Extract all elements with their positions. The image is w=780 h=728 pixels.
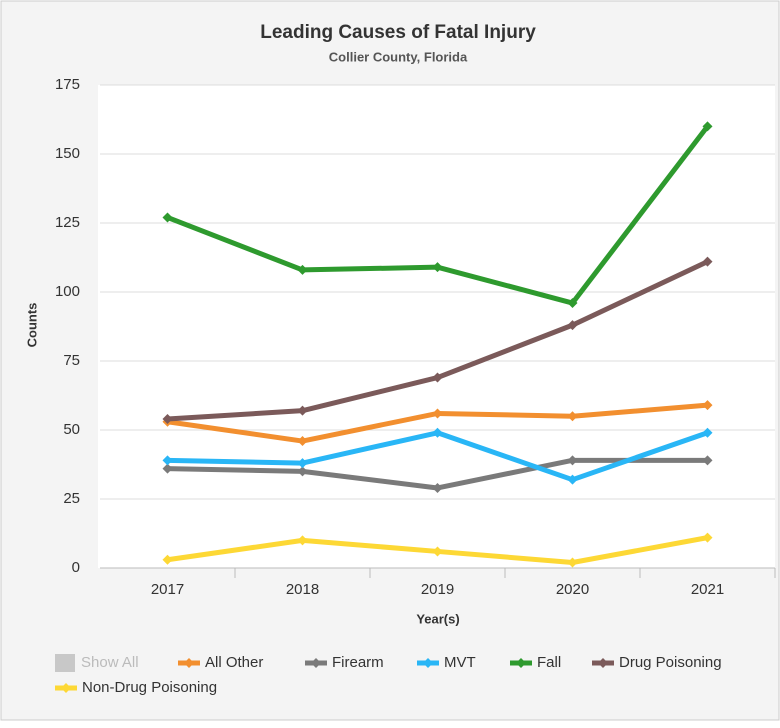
data-point bbox=[162, 554, 173, 565]
data-point bbox=[432, 546, 443, 557]
data-point bbox=[702, 121, 713, 132]
legend-label[interactable]: Show All bbox=[81, 654, 139, 671]
data-point bbox=[702, 532, 713, 543]
data-point bbox=[297, 436, 308, 447]
data-point bbox=[432, 262, 443, 273]
legend-label[interactable]: Drug Poisoning bbox=[619, 654, 722, 671]
legend-marker bbox=[184, 658, 194, 668]
x-tick-label: 2018 bbox=[286, 581, 319, 598]
x-tick-label: 2019 bbox=[421, 581, 454, 598]
chart-subtitle: Collier County, Florida bbox=[329, 49, 468, 64]
legend-label[interactable]: MVT bbox=[444, 654, 476, 671]
x-axis-label: Year(s) bbox=[416, 611, 459, 626]
data-point bbox=[432, 408, 443, 419]
data-point bbox=[702, 400, 713, 411]
plot-area bbox=[98, 85, 775, 568]
y-tick-label: 125 bbox=[55, 214, 80, 231]
y-tick-label: 75 bbox=[63, 352, 80, 369]
y-tick-label: 0 bbox=[72, 559, 80, 576]
data-point bbox=[162, 455, 173, 466]
data-point bbox=[297, 405, 308, 416]
data-point bbox=[297, 264, 308, 275]
chart-title: Leading Causes of Fatal Injury bbox=[260, 22, 536, 43]
legend-marker bbox=[311, 658, 321, 668]
data-point bbox=[162, 413, 173, 424]
data-point bbox=[567, 320, 578, 331]
data-point bbox=[567, 557, 578, 568]
data-point bbox=[297, 535, 308, 546]
data-point bbox=[297, 466, 308, 477]
x-tick-label: 2021 bbox=[691, 581, 724, 598]
data-point bbox=[702, 427, 713, 438]
legend-marker bbox=[598, 658, 608, 668]
data-point bbox=[432, 372, 443, 383]
legend-label[interactable]: Fall bbox=[537, 654, 561, 671]
y-tick-label: 175 bbox=[55, 76, 80, 93]
y-axis-label: Counts bbox=[24, 303, 39, 348]
data-point bbox=[567, 411, 578, 422]
y-tick-label: 50 bbox=[63, 421, 80, 438]
x-tick-label: 2020 bbox=[556, 581, 589, 598]
x-tick-label: 2017 bbox=[151, 581, 184, 598]
y-tick-label: 25 bbox=[63, 490, 80, 507]
data-point bbox=[567, 455, 578, 466]
data-point bbox=[702, 455, 713, 466]
y-tick-label: 150 bbox=[55, 145, 80, 162]
data-point bbox=[162, 463, 173, 474]
data-point bbox=[432, 482, 443, 493]
legend-label[interactable]: All Other bbox=[205, 654, 263, 671]
legend-marker bbox=[61, 683, 71, 693]
legend-marker bbox=[423, 658, 433, 668]
legend-swatch bbox=[55, 654, 75, 672]
data-point bbox=[432, 427, 443, 438]
data-point bbox=[297, 458, 308, 469]
y-tick-label: 100 bbox=[55, 283, 80, 300]
legend-marker bbox=[516, 658, 526, 668]
legend-label[interactable]: Firearm bbox=[332, 654, 384, 671]
legend-label[interactable]: Non-Drug Poisoning bbox=[82, 679, 217, 696]
data-point bbox=[567, 298, 578, 309]
data-point bbox=[567, 474, 578, 485]
data-point bbox=[162, 212, 173, 223]
data-point bbox=[702, 256, 713, 267]
